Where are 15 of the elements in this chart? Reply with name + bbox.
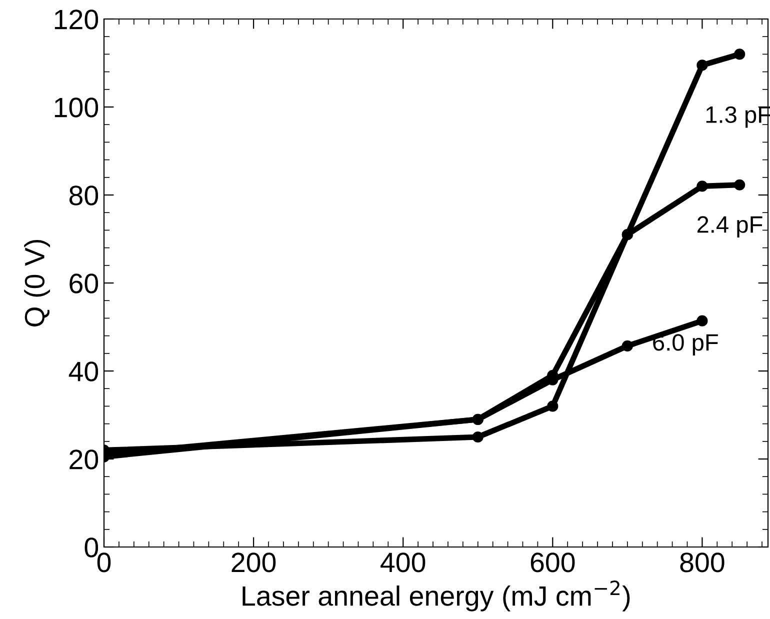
x-tick-label: 400 xyxy=(380,552,426,572)
y-tick-label: 20 xyxy=(70,450,98,470)
y-tick-label: 100 xyxy=(54,98,98,118)
y-tick-label: 0 xyxy=(84,538,98,558)
x-tick-label: 200 xyxy=(232,552,276,572)
y-tick-label: 120 xyxy=(54,10,98,30)
legend-label: 2.4 pF xyxy=(697,216,762,238)
x-tick-label: 0 xyxy=(97,552,111,572)
y-tick-label: 80 xyxy=(69,186,98,206)
x-tick-label: 800 xyxy=(680,552,724,572)
x-axis-title: Laser anneal energy (mJ cm$^{−2}$) xyxy=(242,580,630,612)
y-tick-label: 40 xyxy=(68,362,98,382)
y-tick-label: 60 xyxy=(70,274,98,294)
y-axis-title: Q (0 V) xyxy=(24,240,50,326)
x-tick-label: 600 xyxy=(530,552,575,572)
